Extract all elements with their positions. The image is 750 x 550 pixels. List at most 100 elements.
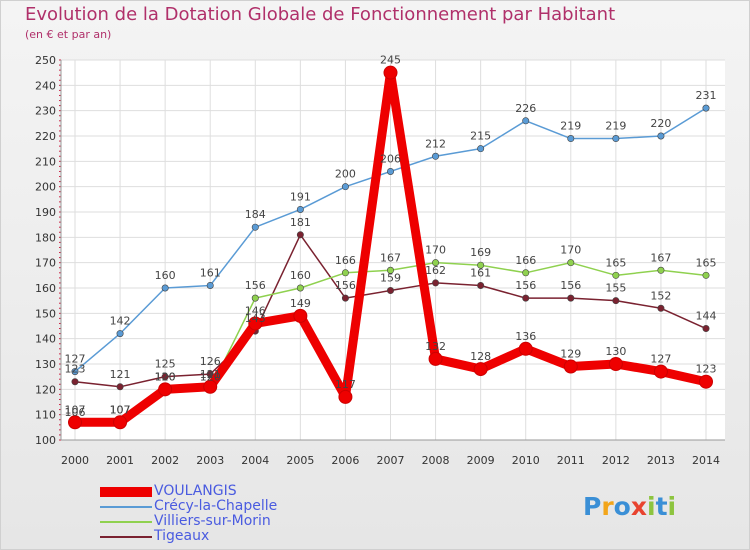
data-label: 231 — [696, 89, 717, 102]
x-tick-label: 2009 — [467, 454, 495, 467]
data-label: 226 — [515, 102, 536, 115]
data-label: 206 — [380, 152, 401, 165]
data-point — [71, 368, 79, 376]
data-point — [522, 117, 530, 125]
data-label: 161 — [200, 266, 221, 279]
y-tick-label: 150 — [35, 307, 56, 320]
y-tick-label: 200 — [35, 181, 56, 194]
data-point — [341, 269, 349, 277]
data-label: 156 — [245, 279, 266, 292]
legend-label: Crécy-la-Chapelle — [154, 498, 278, 514]
x-tick-label: 2011 — [557, 454, 585, 467]
legend-item: VOULANGIS — [100, 484, 277, 499]
data-point — [432, 152, 440, 160]
data-label: 245 — [380, 54, 401, 67]
data-label: 152 — [650, 289, 671, 302]
y-tick-label: 100 — [35, 434, 56, 447]
data-label: 156 — [515, 279, 536, 292]
data-label: 160 — [290, 269, 311, 282]
x-tick-label: 2002 — [151, 454, 179, 467]
chart-title: Evolution de la Dotation Globale de Fonc… — [25, 4, 616, 25]
data-point — [203, 379, 218, 394]
data-label: 170 — [425, 244, 446, 257]
data-label: 123 — [696, 363, 717, 376]
data-point — [341, 294, 349, 302]
x-tick-label: 2003 — [196, 454, 224, 467]
data-point — [477, 281, 485, 289]
data-point — [477, 261, 485, 269]
legend-swatch — [100, 505, 152, 508]
logo-letter: r — [601, 492, 614, 521]
x-tick-label: 2005 — [286, 454, 314, 467]
y-tick-label: 160 — [35, 282, 56, 295]
data-label: 126 — [200, 355, 221, 368]
x-tick-label: 2008 — [422, 454, 450, 467]
data-point — [563, 359, 578, 374]
logo-letter: x — [630, 492, 647, 521]
data-point — [567, 294, 575, 302]
data-point — [341, 183, 349, 191]
data-label: 159 — [380, 272, 401, 285]
x-tick-label: 2010 — [512, 454, 540, 467]
data-label: 184 — [245, 208, 266, 221]
legend-label: Tigeaux — [154, 528, 210, 544]
data-point — [251, 223, 259, 231]
y-tick-label: 110 — [35, 409, 56, 422]
data-point — [386, 167, 394, 175]
legend-label: VOULANGIS — [154, 483, 237, 499]
logo-letter: P — [583, 492, 602, 521]
x-tick-label: 2001 — [106, 454, 134, 467]
chart-legend: VOULANGIS Crécy-la-Chapelle Villiers-sur-M… — [100, 484, 277, 544]
data-point — [113, 415, 128, 430]
legend-swatch — [100, 520, 152, 523]
y-tick-label: 140 — [35, 333, 56, 346]
data-point — [699, 374, 713, 389]
data-label: 166 — [515, 254, 536, 267]
data-label: 120 — [200, 370, 221, 383]
y-tick-label: 220 — [35, 130, 56, 143]
legend-item: Tigeaux — [100, 529, 277, 544]
data-point — [116, 330, 124, 338]
data-point — [567, 259, 575, 267]
data-point — [296, 284, 304, 292]
data-label: 200 — [335, 168, 356, 181]
data-point — [71, 378, 79, 386]
data-label: 170 — [560, 244, 581, 257]
logo-letter: i — [647, 492, 656, 521]
data-point — [206, 281, 214, 289]
data-point — [702, 271, 710, 279]
data-label: 165 — [696, 256, 717, 269]
data-label: 219 — [560, 120, 581, 133]
data-point — [432, 279, 440, 287]
data-point — [657, 304, 665, 312]
data-point — [612, 297, 620, 305]
y-tick-label: 230 — [35, 105, 56, 118]
data-point — [702, 325, 710, 333]
data-label: 127 — [650, 353, 671, 366]
data-label: 120 — [155, 370, 176, 383]
data-point — [428, 351, 443, 366]
x-tick-label: 2013 — [647, 454, 675, 467]
data-label: 146 — [245, 304, 266, 317]
data-label: 191 — [290, 190, 311, 203]
data-label: 161 — [470, 266, 491, 279]
data-label: 142 — [110, 315, 131, 328]
data-label: 162 — [425, 264, 446, 277]
data-point — [657, 132, 665, 140]
data-point — [386, 287, 394, 295]
data-point — [612, 135, 620, 143]
data-point — [386, 266, 394, 274]
data-label: 143 — [245, 312, 266, 325]
data-label: 132 — [425, 340, 446, 353]
chart-subtitle: (en € et par an) — [25, 28, 112, 41]
data-label: 156 — [335, 279, 356, 292]
x-tick-label: 2006 — [331, 454, 359, 467]
data-label: 123 — [65, 363, 86, 376]
data-label: 129 — [560, 348, 581, 361]
data-point — [383, 65, 398, 80]
data-label: 136 — [515, 330, 536, 343]
data-label: 107 — [65, 403, 86, 416]
legend-item: Villiers-sur-Morin — [100, 514, 277, 529]
data-point — [296, 231, 304, 239]
